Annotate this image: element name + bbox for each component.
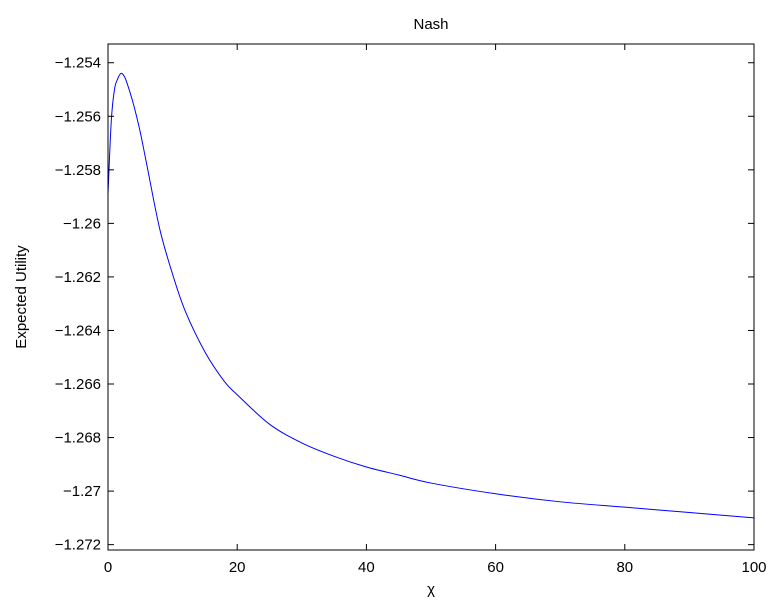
y-axis-ticks: −1.254 −1.256 −1.258 −1.26 −1.262 −1.264 −1.26…	[55, 55, 754, 554]
y-tick-label: −1.27	[63, 483, 101, 500]
y-tick-label: −1.268	[55, 430, 101, 447]
y-tick-label: −1.256	[55, 108, 101, 125]
plot-frame	[107, 43, 755, 551]
x-tick-label: 100	[741, 559, 766, 576]
y-tick-label: −1.266	[55, 376, 101, 393]
y-tick-label: −1.262	[55, 269, 101, 286]
plot-background	[108, 44, 754, 550]
y-tick-label: −1.254	[55, 55, 101, 72]
series-layer	[107, 72, 755, 519]
x-tick-label: 0	[104, 559, 112, 576]
y-tick-label: −1.264	[55, 322, 101, 339]
y-tick-label: −1.26	[63, 215, 101, 232]
x-tick-label: 40	[358, 559, 375, 576]
x-tick-label: 20	[229, 559, 246, 576]
x-axis-label: χ	[427, 581, 435, 598]
x-tick-label: 80	[616, 559, 633, 576]
y-tick-label: −1.272	[55, 537, 101, 554]
series-line	[107, 72, 755, 519]
x-axis-ticks: 0 20 40 60 80 100	[104, 44, 767, 576]
chart-title: Nash	[413, 16, 448, 33]
y-axis-label: Expected Utility	[13, 245, 30, 349]
y-tick-label: −1.258	[55, 162, 101, 179]
x-tick-label: 60	[487, 559, 504, 576]
